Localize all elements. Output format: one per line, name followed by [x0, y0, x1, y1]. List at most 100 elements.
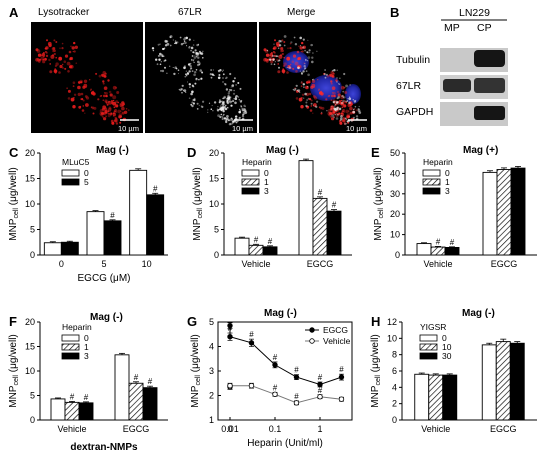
67lr-dot — [194, 55, 196, 57]
legend-title: MLuC5 — [62, 157, 90, 167]
lysotracker-dot — [67, 70, 70, 73]
merge-white-dot — [310, 102, 313, 105]
merge-white-dot — [302, 97, 305, 99]
67lr-dot — [241, 115, 245, 118]
67lr-dot — [188, 38, 191, 41]
merge-red-dot — [340, 99, 343, 102]
significance-mark: # — [318, 386, 323, 395]
merge-white-dot — [273, 43, 275, 45]
merge-red-dot — [346, 115, 350, 119]
bar — [428, 374, 444, 421]
67lr-dot — [217, 114, 221, 117]
lysotracker-dot — [45, 51, 48, 54]
67lr-dot — [233, 77, 236, 80]
67lr-dot — [193, 98, 196, 102]
y-tick-label: 8 — [392, 350, 397, 360]
merge-white-dot — [299, 36, 303, 40]
67lr-dot — [198, 78, 201, 81]
lysotracker-dot — [121, 111, 125, 115]
significance-mark: # — [294, 392, 299, 401]
lysotracker-dot — [103, 86, 108, 90]
merge-red-dot — [321, 106, 325, 110]
67lr-dot — [187, 64, 190, 66]
67lr-dot — [159, 63, 162, 66]
merge-red-dot — [317, 79, 319, 81]
merge-red-dot — [298, 97, 303, 102]
67lr-dot — [190, 49, 193, 52]
67lr-dot — [174, 42, 176, 45]
merge-red-dot — [266, 58, 270, 61]
significance-mark: # — [268, 237, 273, 246]
merge-white-dot — [307, 51, 309, 54]
blot-column-cp: CP — [477, 22, 492, 34]
67lr-dot — [193, 73, 196, 77]
lysotracker-dot — [103, 92, 106, 94]
x-tick-label: EGCG — [123, 424, 150, 434]
merge-white-dot — [273, 55, 275, 57]
lysotracker-dot — [95, 72, 98, 75]
lysotracker-dot — [102, 80, 105, 83]
67lr-dot — [189, 65, 192, 68]
67lr-dot — [232, 100, 235, 102]
lysotracker-dot — [92, 90, 95, 93]
y-tick-label: 20 — [25, 317, 35, 327]
lysotracker-dot — [116, 91, 120, 94]
lysotracker-dot — [53, 49, 56, 52]
x-tick-label: 0 — [227, 424, 232, 434]
y-tick-label: 20 — [390, 209, 400, 219]
lysotracker-dot — [114, 118, 119, 123]
blot-row-tubulin: Tubulin — [396, 54, 430, 66]
merge-red-dot — [343, 86, 346, 89]
lysotracker-dot — [83, 79, 88, 84]
y-tick-label: 10 — [25, 199, 35, 209]
67lr-dot — [197, 52, 199, 54]
merge-white-dot — [308, 49, 311, 52]
data-point-vehicle — [338, 396, 345, 402]
x-tick-label: EGCG — [491, 259, 518, 269]
merge-white-dot — [323, 73, 326, 76]
67lr-dot — [217, 106, 219, 108]
merge-red-dot — [286, 56, 291, 61]
lysotracker-dot — [70, 98, 75, 102]
bar — [43, 242, 62, 256]
lysotracker-dot — [67, 97, 71, 100]
67lr-dot — [161, 55, 164, 58]
lysotracker-dot — [90, 106, 93, 108]
panel-label-a: A — [9, 5, 19, 20]
lysotracker-dot — [111, 121, 115, 125]
lysotracker-dot — [52, 47, 56, 50]
y-axis-label-sub: cell — [195, 375, 202, 386]
merge-red-dot — [280, 47, 284, 50]
merge-red-dot — [339, 122, 343, 125]
y-tick-label: 3 — [209, 366, 214, 376]
67lr-dot — [208, 102, 211, 104]
x-tick-label: 0.1 — [269, 424, 282, 434]
lysotracker-dot — [84, 112, 86, 114]
micro-image-67lr — [145, 22, 257, 133]
blot-row-gapdh: GAPDH — [396, 106, 433, 118]
merge-red-dot — [276, 43, 280, 48]
67lr-dot — [186, 72, 190, 75]
scale-label-1: 10 µm — [118, 124, 139, 133]
67lr-dot — [219, 99, 221, 102]
67lr-dot — [229, 100, 232, 104]
y-tick-label: 0 — [30, 415, 35, 425]
merge-red-dot — [283, 62, 287, 66]
lysotracker-dot — [42, 60, 46, 64]
merge-white-dot — [272, 58, 275, 61]
merge-white-dot — [307, 73, 310, 77]
merge-red-dot — [320, 112, 323, 115]
67lr-dot — [188, 97, 191, 99]
lysotracker-dot — [112, 112, 115, 115]
merge-red-dot — [335, 112, 338, 115]
y-axis-label-sub: cell — [13, 375, 20, 386]
merge-white-dot — [302, 46, 305, 49]
micro-image-lysotracker — [31, 22, 143, 133]
y-axis-label-unit: (μg/well) — [8, 167, 19, 208]
67lr-dot — [202, 57, 204, 59]
67lr-dot — [226, 119, 228, 121]
67lr-dot — [177, 72, 180, 75]
lysotracker-dot — [53, 39, 56, 42]
merge-red-dot — [300, 105, 304, 109]
